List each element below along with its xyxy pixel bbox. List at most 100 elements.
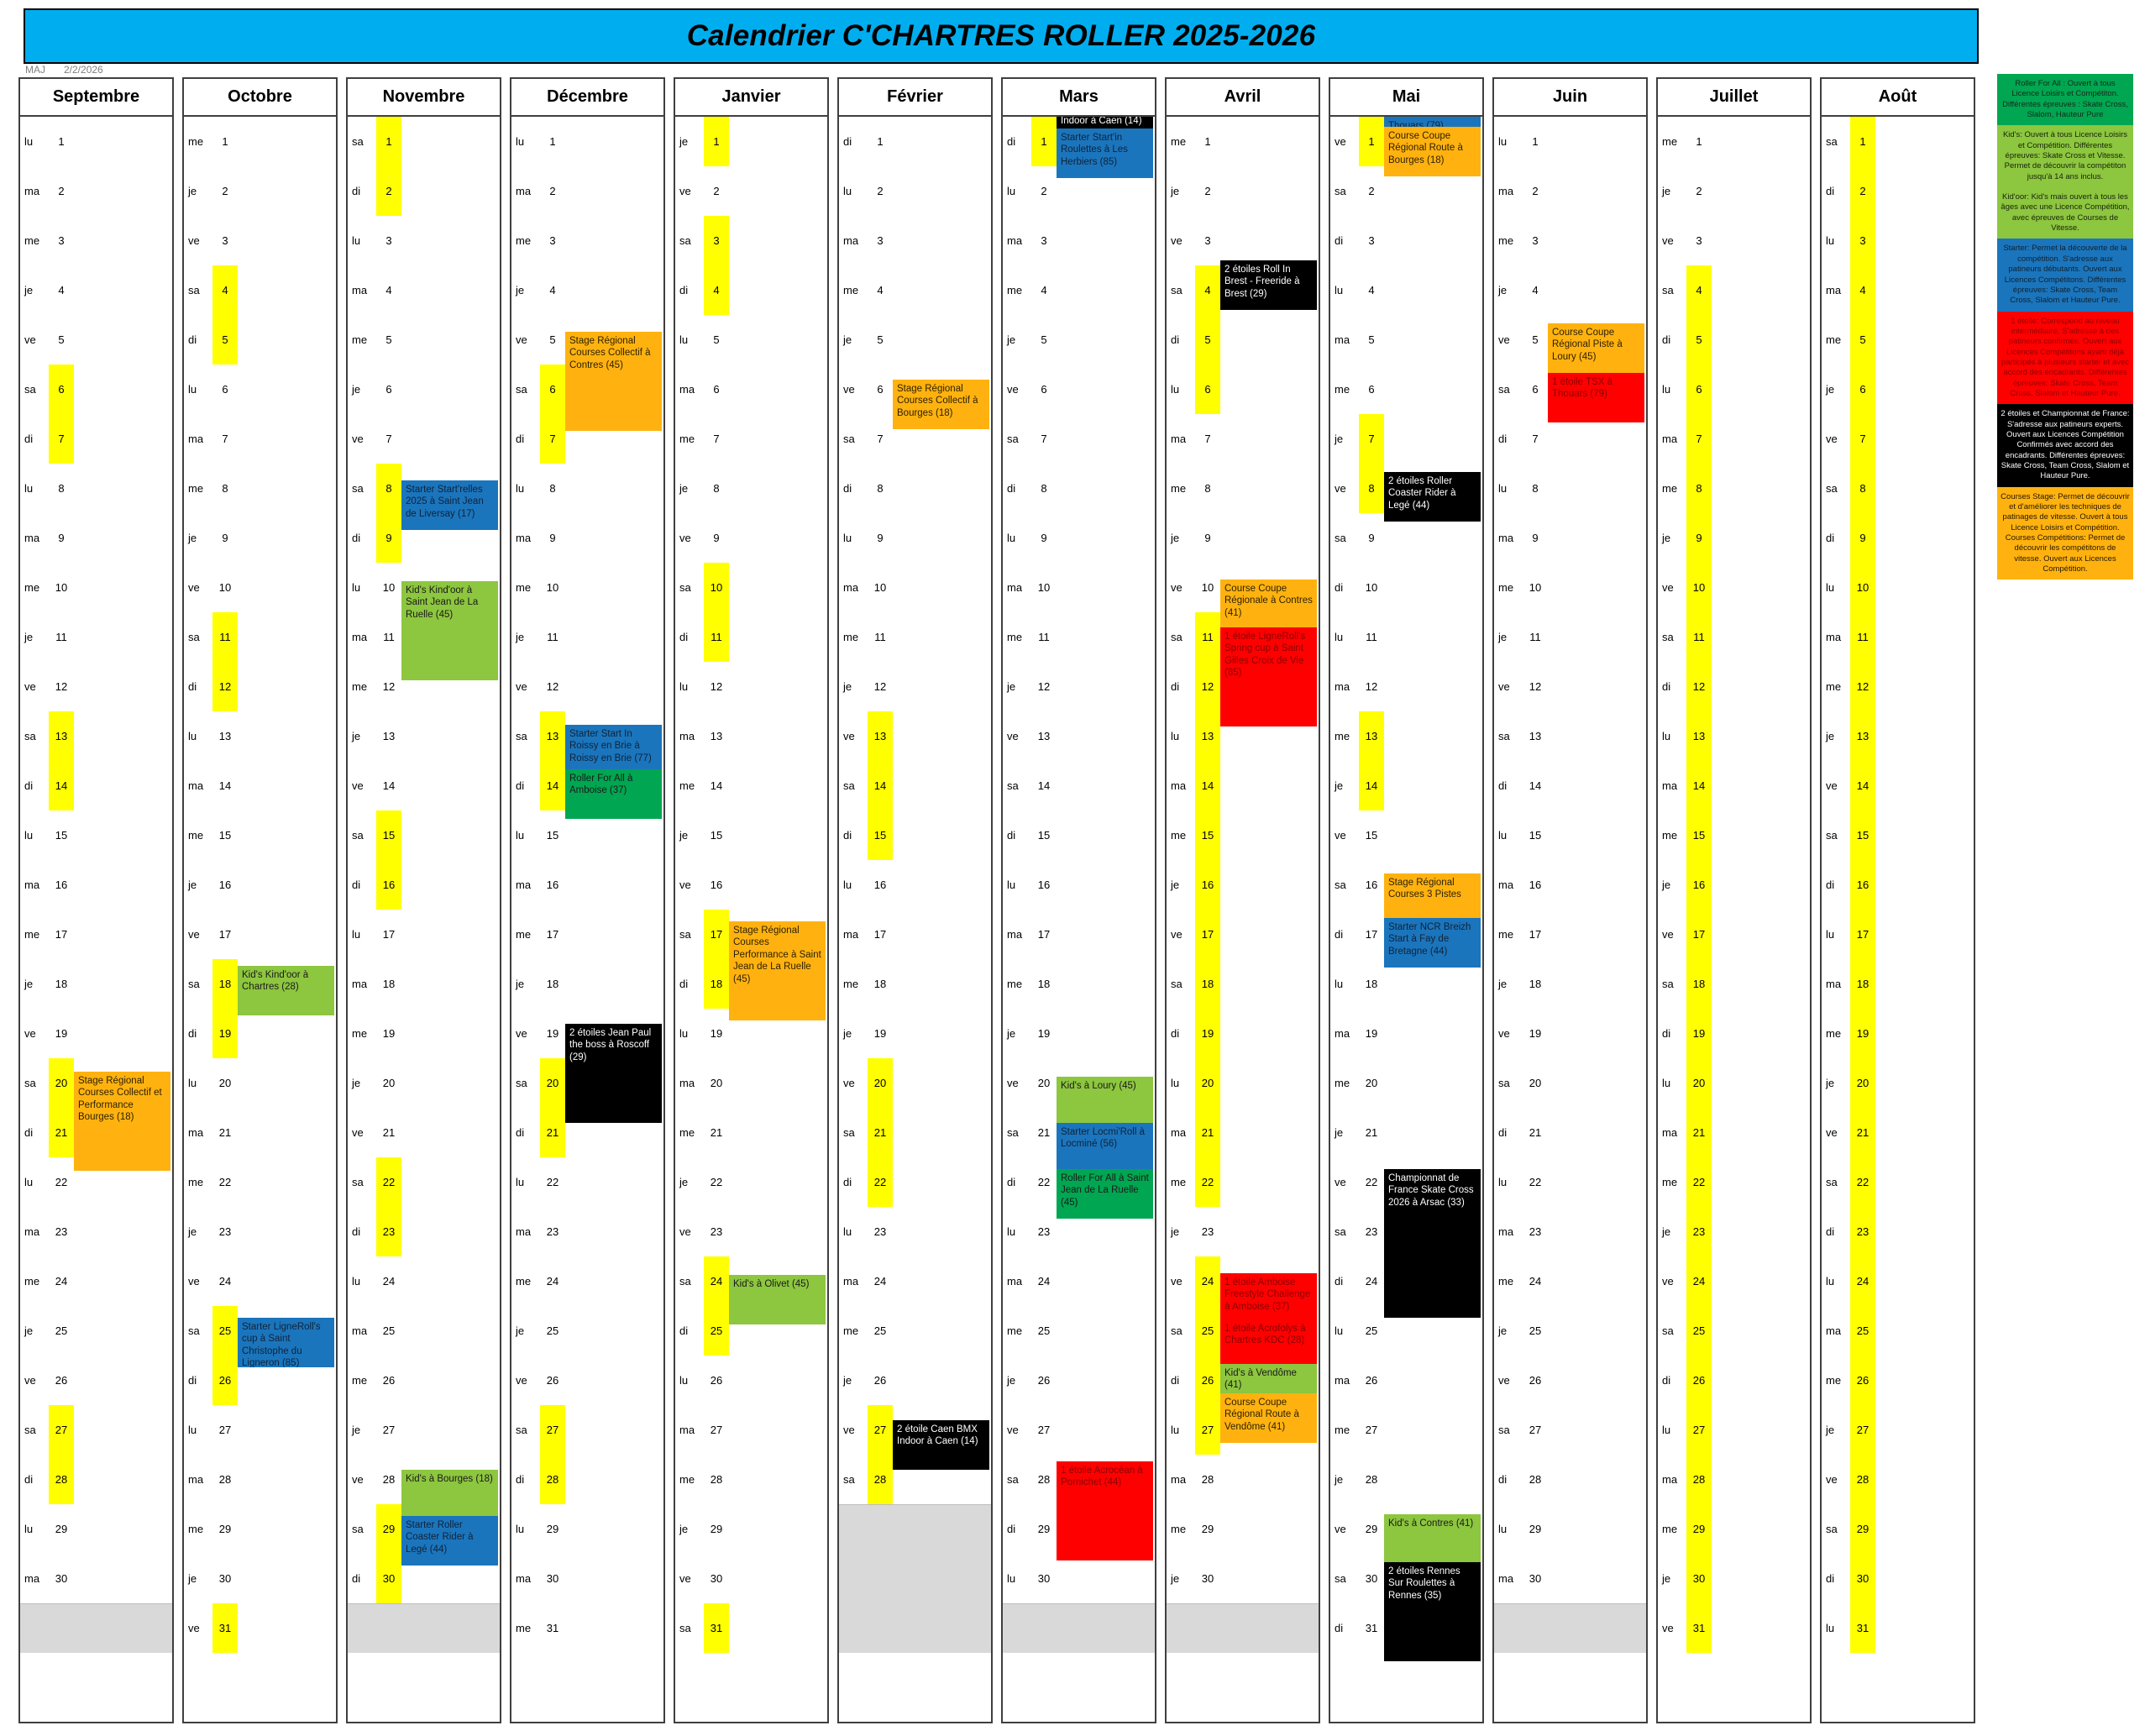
day-row[interactable]: me 28 (675, 1455, 827, 1504)
day-row[interactable]: je 26 (1003, 1356, 1155, 1405)
day-row[interactable]: je 21 (1330, 1108, 1482, 1157)
day-row[interactable]: lu 10 (1822, 563, 1974, 612)
day-row[interactable]: ve 2 (675, 166, 827, 216)
day-row[interactable]: sa 23 (1330, 1207, 1482, 1256)
day-row[interactable]: lu 19 (675, 1009, 827, 1058)
day-row[interactable]: me 20 (1330, 1058, 1482, 1108)
day-row[interactable]: ve 15 (1330, 810, 1482, 860)
calendar-event[interactable]: Starter Start'in Roulettes à Les Herbier… (1057, 128, 1153, 178)
day-row[interactable]: je 15 (675, 810, 827, 860)
day-row[interactable]: je 13 (348, 711, 500, 761)
day-row[interactable]: ve 5 (1494, 315, 1646, 365)
day-row[interactable]: lu 3 (348, 216, 500, 265)
day-row[interactable]: lu 27 (1658, 1405, 1810, 1455)
day-row[interactable]: me 3 (511, 216, 663, 265)
day-row[interactable]: lu 24 (1822, 1256, 1974, 1306)
day-row[interactable]: ve 23 (675, 1207, 827, 1256)
calendar-event[interactable]: Kid's à Bourges (18) (401, 1470, 498, 1519)
calendar-event[interactable]: Starter Start'relles 2025 à Saint Jean d… (401, 480, 498, 530)
day-row[interactable]: ma 14 (1658, 761, 1810, 810)
day-row[interactable]: ma 26 (1330, 1356, 1482, 1405)
day-row[interactable]: ve 30 (675, 1554, 827, 1603)
day-row[interactable]: ve 22 (1330, 1157, 1482, 1207)
day-row[interactable]: lu 24 (348, 1256, 500, 1306)
day-row[interactable]: ve 24 (184, 1256, 336, 1306)
day-row[interactable]: sa 4 (1167, 265, 1319, 315)
day-row[interactable]: lu 2 (839, 166, 991, 216)
day-row[interactable]: ma 27 (675, 1405, 827, 1455)
day-row[interactable]: ve 19 (511, 1009, 663, 1058)
day-row[interactable]: me 25 (1003, 1306, 1155, 1356)
day-row[interactable]: sa 28 (1003, 1455, 1155, 1504)
calendar-event[interactable]: Stage Régional Courses 3 Pistes (1384, 873, 1481, 923)
calendar-event[interactable]: Stage Régional Courses Collectif et Perf… (74, 1072, 170, 1171)
day-row[interactable]: je 25 (1494, 1306, 1646, 1356)
day-row[interactable]: ve 26 (511, 1356, 663, 1405)
day-row[interactable]: ve 29 (1330, 1504, 1482, 1554)
day-row[interactable]: me 22 (1167, 1157, 1319, 1207)
day-row[interactable]: di 15 (1003, 810, 1155, 860)
day-row[interactable]: di 28 (511, 1455, 663, 1504)
day-row[interactable]: me 8 (1658, 464, 1810, 513)
day-row[interactable]: lu 8 (20, 464, 172, 513)
calendar-event[interactable]: Course Coupe Régional Route à Bourges (1… (1384, 127, 1481, 176)
day-row[interactable]: sa 16 (1330, 860, 1482, 910)
day-row[interactable]: ma 4 (1822, 265, 1974, 315)
day-row[interactable]: ma 5 (1330, 315, 1482, 365)
calendar-event[interactable]: Starter NCR Breizh Start à Fay de Bretag… (1384, 918, 1481, 968)
day-row[interactable]: ma 24 (1003, 1256, 1155, 1306)
day-row[interactable]: lu 22 (20, 1157, 172, 1207)
day-row[interactable]: ma 7 (184, 414, 336, 464)
day-row[interactable]: ma 25 (348, 1306, 500, 1356)
day-row[interactable]: me 15 (1658, 810, 1810, 860)
calendar-event[interactable]: Stage Régional Courses Performance à Sai… (729, 921, 826, 1020)
day-row[interactable]: ma 23 (1494, 1207, 1646, 1256)
day-row[interactable]: je 18 (511, 959, 663, 1009)
day-row[interactable]: je 2 (1167, 166, 1319, 216)
day-row[interactable]: lu 18 (1330, 959, 1482, 1009)
day-row[interactable]: ve 20 (1003, 1058, 1155, 1108)
day-row[interactable]: sa 15 (1822, 810, 1974, 860)
day-row[interactable]: di 30 (1822, 1554, 1974, 1603)
day-row[interactable]: sa 25 (184, 1306, 336, 1356)
day-row[interactable]: ve 1 (1330, 117, 1482, 166)
day-row[interactable]: di 1 (839, 117, 991, 166)
calendar-event[interactable]: Stage Régional Courses Collectif à Bourg… (893, 380, 989, 429)
day-row[interactable]: lu 6 (1658, 365, 1810, 414)
day-row[interactable]: lu 29 (1494, 1504, 1646, 1554)
day-row[interactable]: je 20 (1822, 1058, 1974, 1108)
day-row[interactable]: ve 20 (839, 1058, 991, 1108)
day-row[interactable]: ma 23 (511, 1207, 663, 1256)
day-row[interactable]: me 15 (1167, 810, 1319, 860)
calendar-event[interactable]: Starter Locmi'Roll à Locminé (56) (1057, 1123, 1153, 1172)
day-row[interactable]: me 7 (675, 414, 827, 464)
day-row[interactable]: sa 1 (1822, 117, 1974, 166)
day-row[interactable]: ve 17 (1167, 910, 1319, 959)
day-row[interactable]: lu 22 (511, 1157, 663, 1207)
day-row[interactable]: di 19 (1658, 1009, 1810, 1058)
day-row[interactable]: lu 15 (511, 810, 663, 860)
day-row[interactable]: di 4 (675, 265, 827, 315)
day-row[interactable]: me 12 (1822, 662, 1974, 711)
day-row[interactable]: ve 14 (1822, 761, 1974, 810)
day-row[interactable]: di 19 (184, 1009, 336, 1058)
day-row[interactable]: je 12 (839, 662, 991, 711)
day-row[interactable]: je 19 (1003, 1009, 1155, 1058)
day-row[interactable]: di 12 (1167, 662, 1319, 711)
day-row[interactable]: di 25 (675, 1306, 827, 1356)
day-row[interactable]: me 13 (1330, 711, 1482, 761)
day-row[interactable]: lu 5 (675, 315, 827, 365)
day-row[interactable]: sa 20 (511, 1058, 663, 1108)
day-row[interactable]: lu 23 (839, 1207, 991, 1256)
day-row[interactable]: ma 9 (511, 513, 663, 563)
day-row[interactable]: ve 8 (1330, 464, 1482, 513)
day-row[interactable]: di 7 (20, 414, 172, 464)
day-row[interactable]: sa 27 (1494, 1405, 1646, 1455)
day-row[interactable]: ma 2 (511, 166, 663, 216)
day-row[interactable]: lu 22 (1494, 1157, 1646, 1207)
calendar-event[interactable]: Starter Roller Coaster Rider à Legé (44) (401, 1516, 498, 1566)
day-row[interactable]: sa 7 (1003, 414, 1155, 464)
day-row[interactable]: sa 11 (1167, 612, 1319, 662)
day-row[interactable]: ma 3 (839, 216, 991, 265)
day-row[interactable]: ve 17 (184, 910, 336, 959)
